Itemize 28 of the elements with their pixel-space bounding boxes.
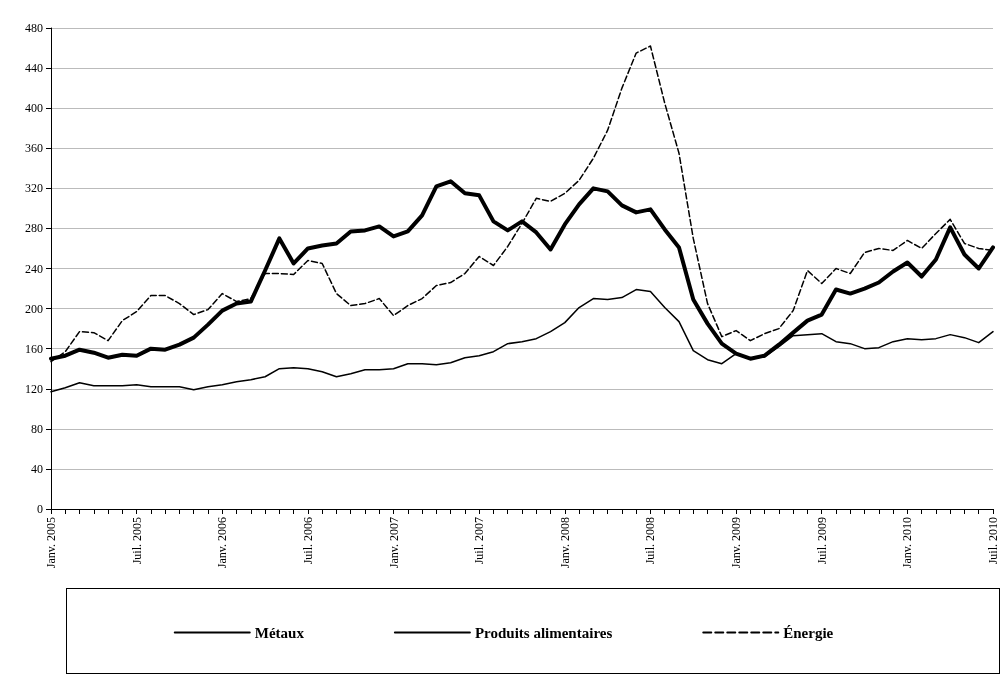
- legend-label: Énergie: [783, 624, 834, 641]
- x-tick-label: Janv. 2008: [557, 517, 572, 569]
- y-tick-label: 320: [25, 181, 43, 196]
- y-tick-label: 160: [25, 341, 43, 356]
- x-tick-label: Juil. 2009: [814, 517, 829, 565]
- legend-label: Produits alimentaires: [474, 624, 613, 641]
- y-tick-label: 80: [31, 421, 43, 436]
- y-tick-label: 280: [25, 221, 43, 236]
- y-tick-label: 240: [25, 261, 43, 276]
- y-tick-label: 440: [25, 61, 43, 76]
- x-tick-label: Juil. 2008: [643, 517, 658, 565]
- x-tick-label: Juil. 2010: [986, 517, 1000, 565]
- y-tick-label: 120: [25, 381, 43, 396]
- x-tick-label: Janv. 2005: [44, 517, 58, 569]
- x-tick-label: Juil. 2007: [472, 517, 487, 565]
- x-tick-label: Janv. 2006: [215, 517, 230, 569]
- x-tick-label: Janv. 2009: [729, 517, 744, 569]
- legend-label: Métaux: [254, 624, 305, 641]
- y-tick-label: 0: [37, 502, 43, 516]
- y-tick-label: 400: [25, 101, 43, 116]
- x-tick-label: Janv. 2010: [900, 517, 915, 569]
- x-tick-label: Janv. 2007: [386, 517, 401, 569]
- y-tick-label: 200: [25, 301, 43, 316]
- y-tick-label: 360: [25, 141, 43, 156]
- x-tick-label: Juil. 2006: [300, 517, 315, 565]
- y-tick-label: 480: [25, 21, 43, 35]
- x-tick-label: Juil. 2005: [129, 517, 144, 565]
- y-tick-label: 40: [31, 461, 43, 476]
